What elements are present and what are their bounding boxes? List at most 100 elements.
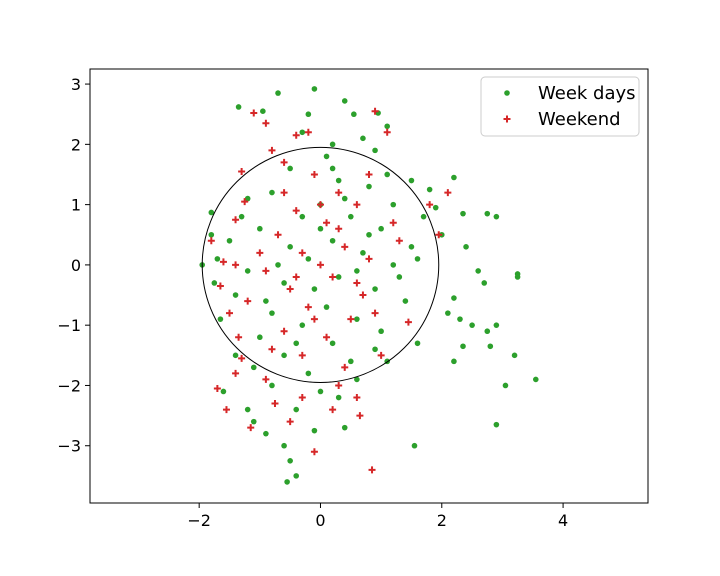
data-point-dot [372, 346, 378, 353]
data-point-plus [347, 315, 355, 323]
data-point-plus [268, 146, 276, 154]
data-point-dot [305, 370, 312, 377]
data-point-plus [262, 375, 270, 383]
data-point-dot [208, 231, 215, 238]
data-point-dot [284, 479, 290, 485]
data-point-plus [323, 333, 331, 341]
data-point-dot [238, 213, 245, 220]
data-point-dot [305, 256, 312, 262]
data-point-dot [378, 328, 384, 335]
data-point-plus [226, 309, 233, 317]
data-point-plus [222, 406, 230, 414]
data-point-plus [365, 170, 373, 178]
data-point-dot [348, 358, 354, 365]
data-point-dot [451, 174, 457, 181]
data-point-plus [298, 394, 306, 402]
x-tick-label: 2 [437, 511, 447, 530]
data-point-dot [311, 286, 318, 292]
data-point-dot [226, 237, 233, 244]
data-point-plus [298, 249, 306, 257]
data-point-dot [484, 328, 491, 335]
y-axis-ticks: −3 −2 −1 0 1 2 3 [57, 75, 90, 456]
data-point-plus [435, 231, 443, 239]
data-point-plus [404, 318, 412, 326]
axes-frame [89, 68, 649, 504]
legend-marker-dot [504, 90, 510, 96]
data-point-dot [287, 165, 293, 172]
data-point-plus [365, 255, 373, 263]
data-point-dot [372, 286, 378, 292]
data-point-plus [304, 128, 312, 136]
data-point-dot [341, 195, 348, 202]
data-point-dot [420, 213, 427, 220]
data-point-dot [341, 424, 348, 431]
data-point-dot [329, 165, 336, 172]
data-point-dot [281, 280, 287, 286]
legend: Week days Weekend [480, 76, 640, 137]
data-point-plus [280, 189, 288, 197]
data-point-dot [354, 376, 360, 383]
data-point-plus [244, 297, 252, 305]
data-point-dot [217, 316, 224, 322]
data-point-dot [487, 343, 494, 350]
data-point-plus [323, 219, 331, 227]
data-point-dot [493, 421, 500, 428]
data-point-plus [292, 207, 300, 215]
data-point-dot [514, 274, 521, 280]
data-point-dot [287, 244, 293, 250]
data-point-plus [213, 384, 221, 392]
data-point-dot [354, 268, 360, 274]
data-point-plus [232, 216, 240, 224]
data-point-dot [432, 204, 439, 211]
data-point-dot [244, 406, 251, 413]
series-2 [207, 107, 452, 474]
data-point-plus [247, 424, 255, 432]
data-point-dot [257, 334, 263, 341]
data-point-dot [502, 382, 509, 389]
data-point-dot [293, 473, 300, 479]
data-point-dot [329, 141, 336, 148]
data-point-dot [317, 225, 324, 232]
data-point-plus [280, 158, 288, 166]
data-point-dot [275, 262, 281, 268]
y-tick-label: −3 [57, 437, 81, 456]
data-point-dot [263, 298, 269, 304]
data-point-dot [329, 340, 336, 347]
data-point-dot [341, 98, 348, 104]
data-point-plus [298, 351, 306, 359]
data-point-dot [250, 364, 257, 371]
data-point-dot [460, 343, 466, 350]
data-point-dot [351, 111, 357, 118]
legend-entry: Week days [504, 83, 636, 104]
data-point-dot [360, 250, 366, 256]
data-point-dot [532, 376, 539, 383]
data-point-plus [395, 237, 403, 245]
data-point-dot [323, 153, 330, 160]
data-point-plus [238, 167, 246, 175]
data-point-dot [287, 458, 293, 464]
data-point-dot [402, 298, 409, 304]
data-point-dot [390, 262, 397, 268]
data-point-plus [335, 381, 343, 389]
data-point-plus [310, 170, 318, 178]
data-point-dot [214, 256, 221, 262]
data-point-dot [275, 90, 281, 96]
data-point-plus [377, 351, 385, 359]
legend-label: Weekend [538, 109, 621, 130]
data-point-plus [274, 231, 282, 239]
data-point-plus [235, 333, 243, 341]
data-point-dot [384, 171, 390, 178]
plot-area [199, 86, 539, 485]
data-point-dot [232, 292, 239, 298]
data-point-dot [366, 183, 372, 190]
data-point-plus [335, 189, 343, 197]
data-point-dot [323, 304, 330, 310]
data-point-dot [372, 147, 378, 154]
data-point-plus [304, 303, 312, 311]
series-1 [199, 86, 539, 485]
data-point-plus [316, 261, 324, 269]
data-point-dot [390, 201, 397, 208]
data-point-dot [411, 442, 418, 449]
data-point-dot [475, 268, 481, 274]
